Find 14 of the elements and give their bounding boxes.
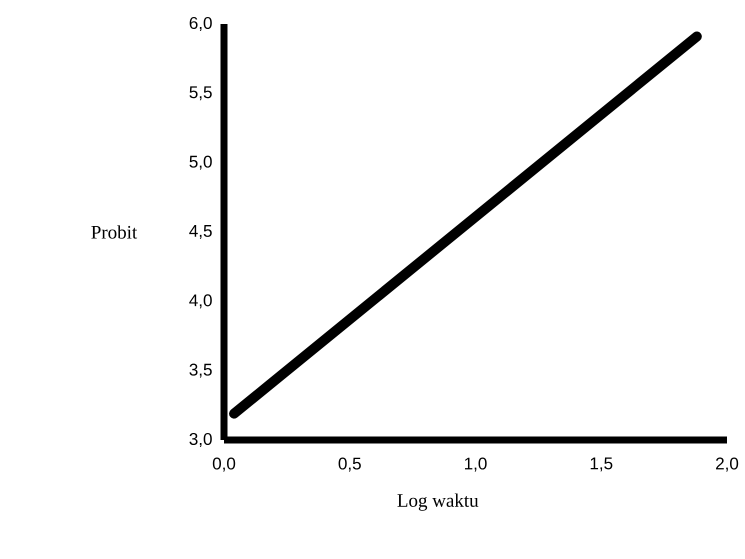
y-axis-title: Probit [91,225,138,239]
x-tick-label: 2,0 [716,458,738,472]
y-tick-label: 4,5 [189,225,212,239]
y-tick-label: 6,0 [190,16,212,32]
y-tick-label: 4,0 [189,294,212,308]
x-axis-title: Log waktu [397,494,478,511]
y-tick-label: 5,0 [190,156,212,170]
x-tick-label: 1,0 [464,458,487,472]
x-tick-label: 1,5 [590,458,612,472]
x-tick-label: 0,5 [338,458,361,472]
y-tick-label: 3,5 [189,364,212,378]
y-tick-label: 3,0 [189,432,212,448]
x-tick-label: 0,0 [212,458,236,472]
y-tick-label: 5,5 [190,86,212,100]
